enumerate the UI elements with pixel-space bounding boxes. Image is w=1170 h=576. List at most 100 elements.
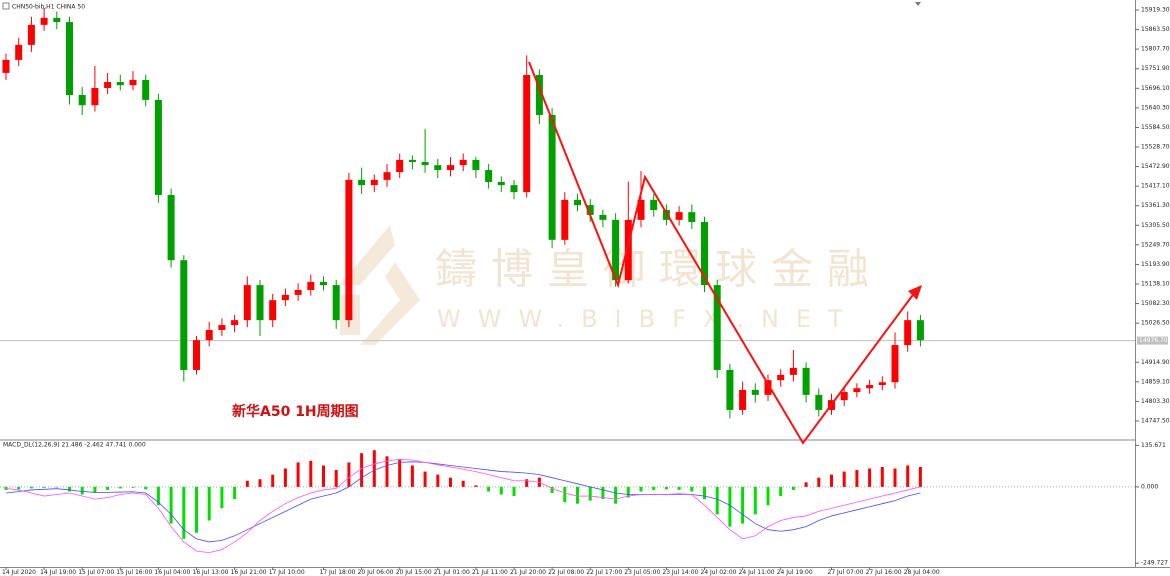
y-tick-label: 135.671 <box>1141 442 1166 449</box>
candle-body <box>294 289 302 295</box>
y-tick-label: 14914.90 <box>1141 359 1170 366</box>
candle-body <box>650 199 658 211</box>
candle-body <box>764 380 772 395</box>
histogram-bar <box>677 486 681 490</box>
x-tick-label: 20 Jul 15:00 <box>396 569 432 576</box>
chart-icon <box>2 2 10 10</box>
x-tick-label: 16 Jul 04:00 <box>154 569 190 576</box>
candle-body <box>574 199 581 206</box>
candle-body <box>332 285 340 321</box>
histogram-bar <box>271 474 275 487</box>
candle-body <box>472 159 480 171</box>
y-tick-label: 15249.70 <box>1141 241 1170 248</box>
y-tick-label: 15528.70 <box>1141 144 1170 151</box>
x-tick-label: 14 Jul 2020 <box>2 569 36 576</box>
x-tick-label: 22 Jul 17:00 <box>586 569 622 576</box>
candle-body <box>751 389 759 395</box>
histogram-bar <box>626 486 630 498</box>
scroll-marker <box>915 2 921 6</box>
x-tick-label: 16 Jul 21:00 <box>231 569 267 576</box>
y-tick-label: 15863.50 <box>1141 26 1170 33</box>
histogram-bar <box>601 486 605 500</box>
candle-body <box>535 75 543 115</box>
histogram-bar <box>118 486 122 489</box>
histogram-bar <box>309 460 313 487</box>
candle-body <box>866 385 874 389</box>
histogram-bar <box>512 486 516 497</box>
histogram-bar <box>550 486 554 493</box>
candle-body <box>231 320 239 326</box>
x-tick-label: 15 Jul 16:00 <box>116 569 152 576</box>
histogram-bar <box>487 486 491 492</box>
current-price-box <box>1137 336 1168 345</box>
x-tick-label: 27 Jul 16:00 <box>866 569 902 576</box>
candle-body <box>485 170 493 182</box>
y-tick-label: 15082.30 <box>1141 300 1170 307</box>
x-tick-label: 23 Jul 05:00 <box>624 569 660 576</box>
candle-body <box>256 285 264 321</box>
candle-body <box>624 219 632 281</box>
candle-body <box>53 17 61 23</box>
histogram-bar <box>372 450 376 487</box>
histogram-bar <box>906 465 910 487</box>
candle-body <box>510 185 518 193</box>
histogram-bar <box>106 486 110 490</box>
candle-body <box>104 82 112 88</box>
histogram-bar <box>664 486 668 490</box>
y-tick-label: 15584.50 <box>1141 124 1170 131</box>
histogram-bar <box>436 474 440 487</box>
candle-body <box>523 75 531 193</box>
x-tick-label: 22 Jul 08:00 <box>548 569 584 576</box>
watermark-url: WWW.BIBFX.NET <box>437 305 860 333</box>
x-tick-label: 21 Jul 20:00 <box>510 569 546 576</box>
y-tick-label: 15361.30 <box>1141 202 1170 209</box>
y-tick-label: 15751.90 <box>1141 65 1170 72</box>
candle-body <box>243 285 251 321</box>
candle-body <box>713 285 721 370</box>
histogram-bar <box>220 486 224 509</box>
candle-body <box>15 44 23 60</box>
histogram-bar <box>842 471 846 487</box>
histogram-bar <box>334 470 338 487</box>
histogram-bar <box>893 468 897 487</box>
histogram-bar <box>449 477 452 487</box>
x-tick-label: 16 Jul 13:00 <box>193 569 229 576</box>
histogram-bar <box>144 486 148 490</box>
histogram-bar <box>588 486 592 501</box>
histogram-bar <box>576 486 579 504</box>
histogram-bar <box>55 486 59 488</box>
y-tick-label: 15193.90 <box>1141 261 1170 268</box>
candle-body <box>396 159 404 173</box>
candle-body <box>91 87 99 106</box>
histogram-bar <box>347 462 351 487</box>
histogram-bar <box>715 486 719 515</box>
histogram-bar <box>182 486 186 539</box>
candle-body <box>154 99 162 195</box>
x-tick-label: 28 Jul 04:00 <box>904 569 940 576</box>
candle-body <box>40 17 48 25</box>
histogram-bar <box>690 486 694 492</box>
histogram-bar <box>741 486 745 524</box>
candle-body <box>891 345 899 383</box>
y-tick-label: 15026.50 <box>1141 320 1170 327</box>
histogram-bar <box>398 459 402 487</box>
candle-body <box>2 59 10 73</box>
x-tick-label: 20 Jul 06:00 <box>358 569 394 576</box>
y-tick-label: -249.727 <box>1141 560 1168 567</box>
histogram-bar <box>563 486 567 503</box>
y-tick-label: 15807.70 <box>1141 46 1170 53</box>
histogram-bar <box>855 470 859 487</box>
macd-line <box>5 458 921 554</box>
x-tick-label: 23 Jul 14:00 <box>662 569 698 576</box>
candle-body <box>815 394 823 410</box>
histogram-bar <box>207 486 211 521</box>
y-tick-label: 14747.50 <box>1141 417 1170 424</box>
histogram-bar <box>817 477 821 487</box>
histogram-bar <box>17 486 21 490</box>
candle-body <box>320 281 327 286</box>
histogram-bar <box>80 486 84 495</box>
histogram-bar <box>42 486 46 488</box>
candle-body <box>269 300 277 321</box>
